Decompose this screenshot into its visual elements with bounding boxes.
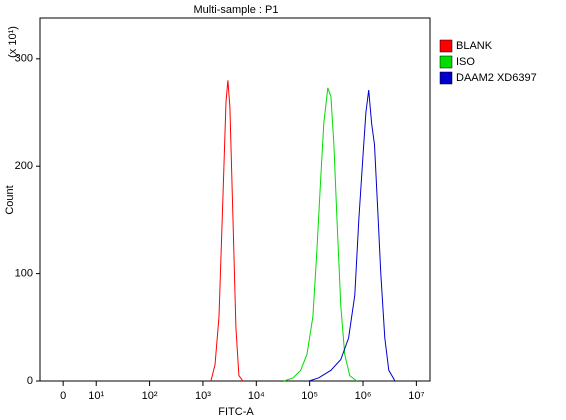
x-tick-label: 10⁷ [408,390,424,402]
legend-swatch [439,71,453,85]
y-tick-label: 100 [15,268,33,280]
series-line [283,87,358,382]
plot-frame [39,17,431,382]
legend-swatch [439,39,453,53]
series-line [308,89,396,382]
x-tick-label: 0 [60,390,66,402]
y-axis-label: Count [4,185,16,214]
y-tick-label: 0 [27,375,33,387]
series-line [210,80,244,382]
chart-title: Multi-sample : P1 [194,4,279,16]
x-tick-label: 10³ [195,390,211,402]
legend-label: BLANK [456,40,493,52]
y-multiplier: (x 10¹) [7,26,19,58]
x-tick-label: 10⁵ [301,390,318,402]
legend-swatch [439,55,453,69]
x-tick-label: 10² [142,390,158,402]
y-tick-label: 200 [15,160,33,172]
x-axis-label: FITC-A [218,406,254,418]
x-tick-label: 10⁴ [248,390,265,402]
legend-label: DAAM2 XD6397 [456,72,537,84]
x-tick-label: 10¹ [88,390,104,402]
x-tick-label: 10⁶ [355,390,372,402]
y-tick-label: 300 [15,53,33,65]
legend-label: ISO [456,56,475,68]
